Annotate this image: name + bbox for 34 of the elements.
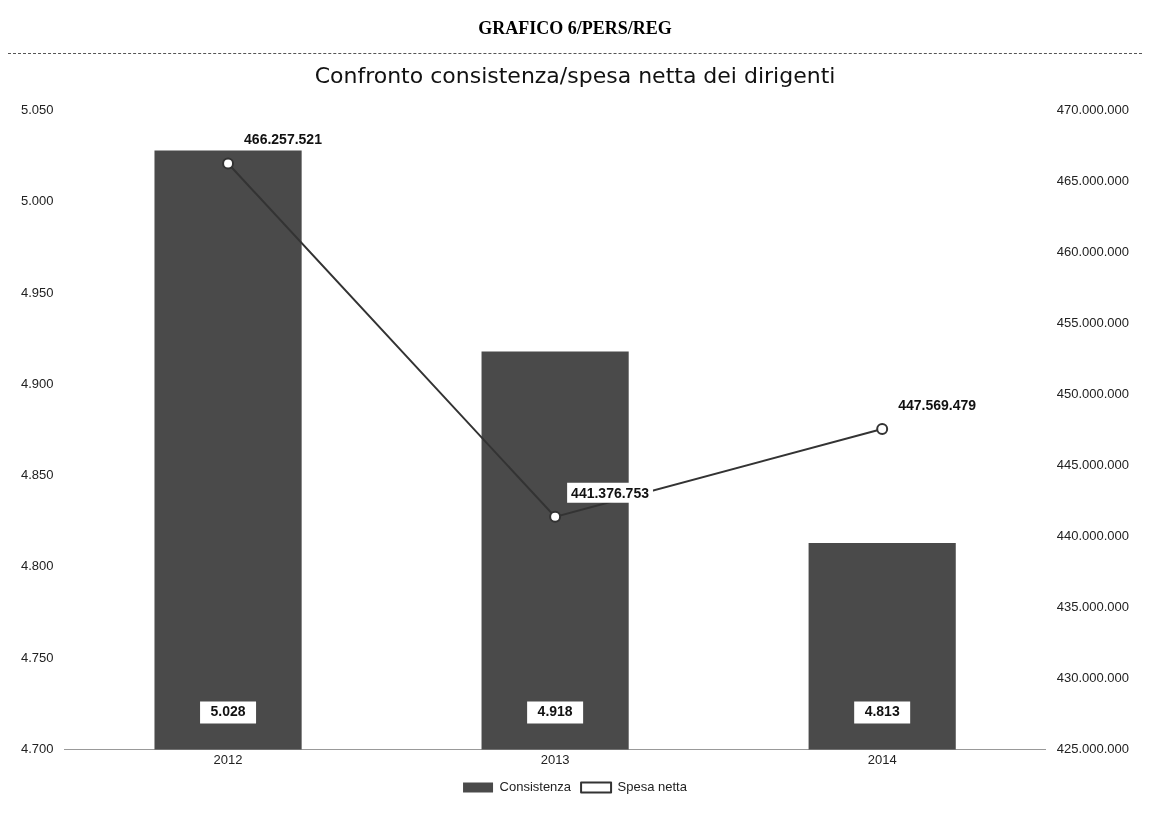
chart-title: GRAFICO 6/PERS/REG xyxy=(8,8,1142,54)
y-tick-label: 4.800 xyxy=(20,558,54,574)
y2-tick-label: 465.000.000 xyxy=(1056,172,1129,188)
y2-tick-label: 425.000.000 xyxy=(1056,740,1129,756)
data-label: 4.918 xyxy=(537,703,573,720)
y-tick-label: 5.050 xyxy=(20,101,54,117)
legend-label: Consistenza xyxy=(499,779,572,795)
data-label: 5.028 xyxy=(210,703,246,720)
y2-tick-label: 470.000.000 xyxy=(1056,101,1129,117)
x-tick-label: 2013 xyxy=(540,751,570,767)
y-tick-label: 4.850 xyxy=(20,467,54,483)
point xyxy=(222,157,235,170)
legend-label: Spesa netta xyxy=(617,779,688,795)
data-label: 441.376.753 xyxy=(571,484,650,501)
y-tick-label: 4.900 xyxy=(20,375,54,391)
x-tick-label: 2014 xyxy=(867,751,897,767)
y2-tick-label: 450.000.000 xyxy=(1056,385,1129,401)
data-label: 4.813 xyxy=(864,703,900,720)
y2-tick-label: 455.000.000 xyxy=(1056,314,1129,330)
y2-tick-label: 445.000.000 xyxy=(1056,456,1129,472)
y-tick-label: 4.700 xyxy=(20,740,54,756)
y2-tick-label: 440.000.000 xyxy=(1056,527,1129,543)
y2-tick-label: 435.000.000 xyxy=(1056,598,1129,614)
point xyxy=(876,422,889,435)
y2-tick-label: 460.000.000 xyxy=(1056,243,1129,259)
point xyxy=(549,510,562,523)
data-label: 447.569.479 xyxy=(898,396,977,413)
data-label: 466.257.521 xyxy=(244,131,323,148)
y-tick-label: 4.750 xyxy=(20,649,54,665)
chart-subtitle: Confronto consistenza/spesa netta dei dirigenti xyxy=(314,62,836,88)
y-tick-label: 4.950 xyxy=(20,284,54,300)
y-tick-label: 5.000 xyxy=(20,193,54,209)
y2-tick-label: 430.000.000 xyxy=(1056,669,1129,685)
x-tick-label: 2012 xyxy=(213,751,243,767)
